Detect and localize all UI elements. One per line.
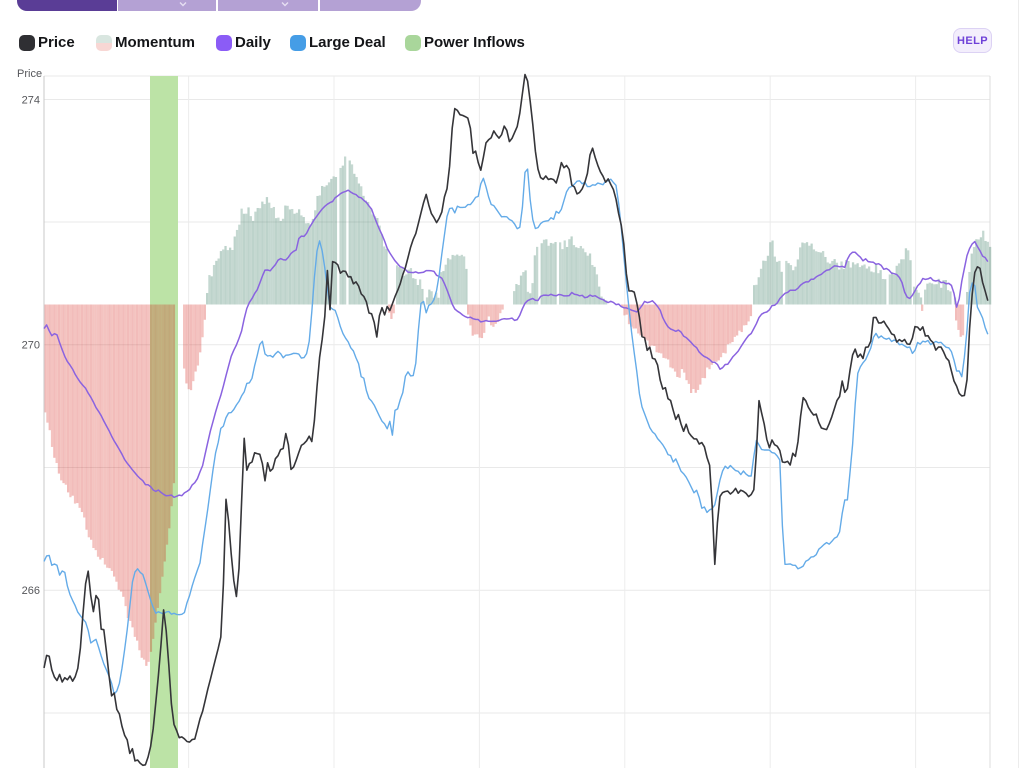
svg-text:266: 266 (22, 585, 40, 597)
svg-text:270: 270 (22, 340, 40, 352)
svg-text:274: 274 (22, 94, 40, 106)
svg-text:Price: Price (17, 68, 42, 80)
